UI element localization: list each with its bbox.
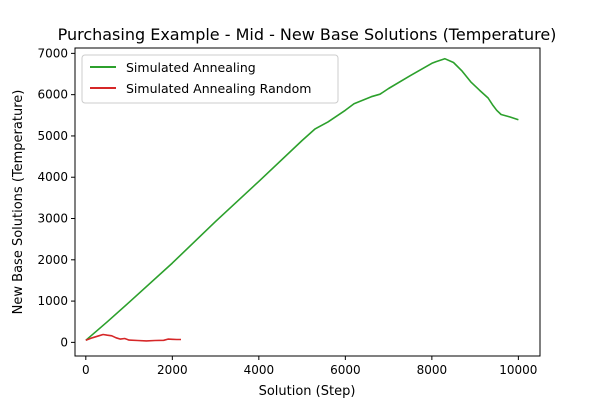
x-tick-label: 4000	[244, 363, 275, 377]
legend-label-simulated-annealing: Simulated Annealing	[126, 60, 256, 75]
x-tick-label: 0	[82, 363, 90, 377]
y-axis-ticks: 0 1000 2000 3000 4000 5000 6000 7000	[37, 46, 75, 349]
y-tick-label: 4000	[37, 170, 68, 184]
x-axis-label: Solution (Step)	[259, 384, 356, 399]
legend-label-simulated-annealing-random: Simulated Annealing Random	[126, 81, 311, 96]
y-tick-label: 7000	[37, 46, 68, 60]
series-line-1	[85, 333, 181, 342]
y-tick-label: 2000	[37, 253, 68, 267]
plot-frame	[74, 47, 541, 357]
x-tick-label: 8000	[417, 363, 448, 377]
series-line-0	[85, 57, 519, 341]
x-tick-label: 6000	[330, 363, 361, 377]
y-tick-label: 6000	[37, 88, 68, 102]
y-tick-label: 1000	[37, 294, 68, 308]
y-tick-label: 0	[60, 335, 68, 349]
x-tick-label: 10000	[499, 363, 537, 377]
y-tick-label: 3000	[37, 212, 68, 226]
y-axis-label: New Base Solutions (Temperature)	[11, 90, 26, 315]
series-layer	[85, 57, 519, 342]
x-axis-ticks: 0 2000 4000 6000 8000 10000	[82, 356, 537, 377]
chart-title: Purchasing Example - Mid - New Base Solu…	[58, 25, 557, 44]
legend: Simulated Annealing Simulated Annealing …	[81, 54, 339, 104]
legend-frame	[81, 54, 339, 104]
y-tick-label: 5000	[37, 129, 68, 143]
x-tick-label: 2000	[157, 363, 188, 377]
